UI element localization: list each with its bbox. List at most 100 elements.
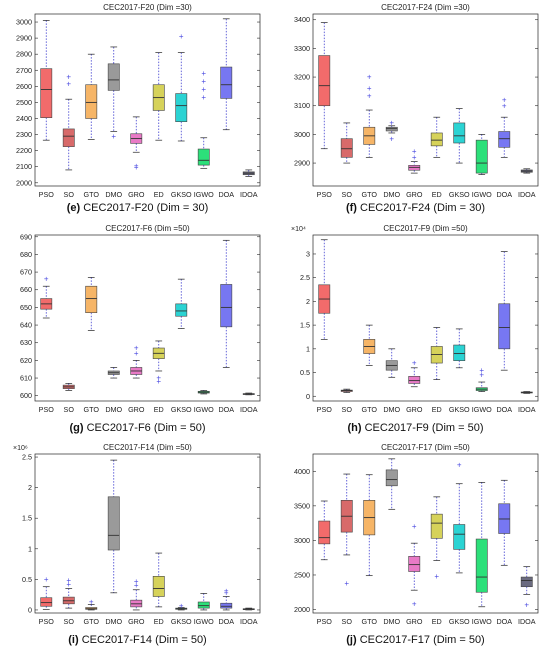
box-body [220, 602, 233, 609]
box-body [385, 469, 398, 487]
box-body [40, 68, 53, 118]
box-body [152, 576, 165, 597]
box-body [475, 538, 488, 593]
outlier-marker: + [111, 132, 116, 141]
y-tick-label: 2800 [16, 50, 32, 59]
plot-frame [312, 13, 539, 187]
x-tick-label-idoa: IDOA [240, 405, 258, 414]
x-tick-label-ed: ED [432, 190, 442, 199]
x-tick-label-ed: ED [154, 617, 164, 626]
box-pso: + [40, 275, 53, 319]
y-tick-label: 2300 [16, 130, 32, 139]
chart-title: CEC2017-F9 (Dim =50) [383, 224, 468, 233]
box-igwo [475, 481, 488, 608]
panel-caption: (h) CEC2017-F9 (Dim = 50) [347, 422, 483, 434]
y-tick-label: 3500 [294, 501, 310, 510]
y-tick-label: 2500 [16, 98, 32, 107]
outlier-marker: + [524, 600, 529, 609]
outlier-marker: + [502, 96, 507, 105]
x-tick-label-gkso: GKSO [449, 190, 470, 199]
box-dmo: + [107, 46, 120, 141]
plot-frame [312, 453, 539, 614]
y-tick-label: 0 [28, 605, 32, 614]
outlier-marker: + [134, 163, 139, 172]
chart-title: CEC2017-F20 (Dim =30) [103, 3, 192, 12]
x-tick-label-ed: ED [154, 405, 164, 414]
x-tick-label-gro: GRO [406, 405, 423, 414]
x-tick-label-idoa: IDOA [240, 617, 258, 626]
y-tick-label: 3000 [16, 18, 32, 27]
y-tick-label: 1.5 [22, 514, 32, 523]
box-body [498, 303, 511, 350]
x-tick-label-igwo: IGWO [194, 190, 214, 199]
outlier-marker: + [367, 73, 372, 82]
box-so: + [340, 473, 353, 588]
caption-letter: (e) [67, 202, 84, 214]
box-body [220, 284, 233, 328]
x-tick-label-gkso: GKSO [171, 190, 192, 199]
box-idoa [242, 607, 255, 611]
y-tick-label: 600 [20, 391, 32, 400]
box-doa [220, 239, 233, 368]
x-tick-label-so: SO [342, 617, 353, 626]
x-tick-label-so: SO [342, 190, 353, 199]
y-tick-label: 2 [306, 297, 310, 306]
box-ed: ++ [152, 340, 165, 386]
outlier-marker: + [367, 91, 372, 100]
x-tick-label-gkso: GKSO [449, 405, 470, 414]
box-gkso [453, 108, 466, 164]
x-tick-label-doa: DOA [218, 617, 234, 626]
y-tick-label: 2600 [16, 82, 32, 91]
x-tick-label-gkso: GKSO [171, 405, 192, 414]
x-tick-label-pso: PSO [317, 617, 333, 626]
chart-panel-6: CEC2017-F17 (Dim =50) 2000 2500 3000 3500 400… [294, 443, 539, 646]
outlier-marker: + [134, 581, 139, 590]
outlier-marker: + [457, 461, 462, 470]
outlier-marker: + [344, 579, 349, 588]
box-gto [85, 277, 98, 331]
outlier-marker: + [44, 575, 49, 584]
y-exponent-label: ×10⁴ [291, 226, 306, 233]
box-body [197, 601, 210, 609]
x-tick-label-gro: GRO [406, 190, 423, 199]
x-tick-label-so: SO [64, 617, 75, 626]
y-tick-label: 640 [20, 321, 32, 330]
x-tick-label-igwo: IGWO [472, 190, 492, 199]
x-tick-label-so: SO [64, 405, 75, 414]
box-body [85, 84, 98, 119]
x-tick-label-gto: GTO [362, 405, 378, 414]
caption-text: CEC2017-F9 (Dim = 50) [365, 422, 484, 434]
x-tick-label-doa: DOA [218, 190, 234, 199]
caption-letter: (f) [346, 202, 360, 214]
box-body [430, 513, 443, 539]
outlier-marker: + [201, 77, 206, 86]
box-body [175, 303, 188, 317]
outlier-marker: + [179, 32, 184, 41]
box-gkso [453, 328, 466, 369]
plot-frame [34, 234, 261, 402]
box-igwo [475, 134, 488, 175]
y-tick-label: 1 [28, 544, 32, 553]
panel-caption: (e) CEC2017-F20 (Dim = 30) [67, 202, 209, 214]
box-gro: ++ [130, 577, 143, 611]
x-tick-label-ed: ED [432, 617, 442, 626]
box-pso: + [40, 575, 53, 610]
y-tick-label: 2900 [16, 34, 32, 43]
box-doa [498, 479, 511, 566]
box-so: ++ [62, 576, 75, 609]
box-gto [85, 53, 98, 140]
y-tick-label: 3100 [294, 101, 310, 110]
outlier-marker: + [412, 147, 417, 156]
outlier-marker: + [479, 371, 484, 380]
x-tick-label-doa: DOA [496, 617, 512, 626]
caption-text: CEC2017-F24 (Dim = 30) [360, 202, 485, 214]
x-tick-label-dmo: DMO [383, 617, 400, 626]
panel-caption: (f) CEC2017-F24 (Dim = 30) [346, 202, 485, 214]
outlier-marker: + [66, 580, 71, 589]
panel-caption: (i) CEC2017-F14 (Dim = 50) [68, 634, 206, 646]
y-tick-label: 620 [20, 356, 32, 365]
box-pso [318, 500, 331, 561]
outlier-marker: + [389, 119, 394, 128]
box-idoa [520, 168, 533, 174]
x-tick-label-idoa: IDOA [240, 190, 258, 199]
